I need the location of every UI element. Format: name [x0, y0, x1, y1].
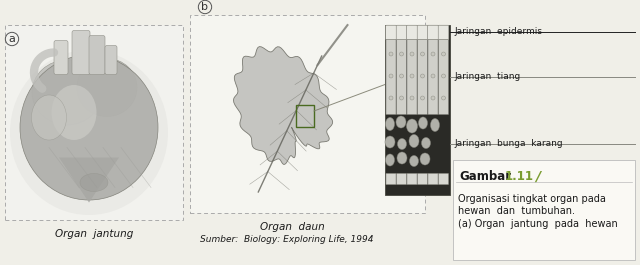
Circle shape: [431, 74, 435, 78]
Text: Jaringan  tiang: Jaringan tiang: [454, 72, 520, 81]
Text: Organ  jantung: Organ jantung: [55, 229, 133, 239]
FancyBboxPatch shape: [386, 174, 396, 184]
Polygon shape: [234, 47, 333, 164]
Circle shape: [410, 74, 414, 78]
Text: Jaringan  bunga  karang: Jaringan bunga karang: [454, 139, 563, 148]
FancyBboxPatch shape: [417, 25, 428, 40]
Circle shape: [389, 52, 393, 56]
Circle shape: [420, 74, 424, 78]
Ellipse shape: [77, 59, 137, 117]
Ellipse shape: [396, 116, 406, 128]
Circle shape: [420, 96, 424, 100]
Circle shape: [431, 96, 435, 100]
FancyBboxPatch shape: [438, 174, 449, 184]
Ellipse shape: [31, 95, 67, 140]
Bar: [385, 25, 450, 195]
Text: Jaringan  epidermis: Jaringan epidermis: [454, 28, 542, 37]
FancyBboxPatch shape: [89, 36, 105, 74]
Ellipse shape: [32, 60, 102, 125]
FancyBboxPatch shape: [417, 174, 428, 184]
Text: b: b: [202, 2, 209, 12]
Bar: [5, 25, 183, 220]
Circle shape: [389, 74, 393, 78]
Ellipse shape: [80, 174, 108, 192]
Ellipse shape: [10, 50, 168, 215]
Text: /: /: [535, 169, 540, 183]
Ellipse shape: [431, 118, 440, 131]
FancyBboxPatch shape: [407, 39, 417, 114]
Circle shape: [399, 74, 403, 78]
FancyBboxPatch shape: [407, 174, 417, 184]
Circle shape: [389, 96, 393, 100]
Text: (a) Organ  jantung  pada  hewan: (a) Organ jantung pada hewan: [458, 219, 618, 229]
Ellipse shape: [419, 117, 428, 129]
Circle shape: [442, 96, 445, 100]
FancyBboxPatch shape: [428, 39, 438, 114]
Ellipse shape: [420, 153, 430, 165]
Ellipse shape: [397, 152, 407, 164]
FancyBboxPatch shape: [386, 25, 396, 40]
Circle shape: [442, 74, 445, 78]
Ellipse shape: [410, 156, 419, 166]
Circle shape: [431, 52, 435, 56]
FancyBboxPatch shape: [386, 39, 396, 114]
Text: 1.11: 1.11: [505, 170, 534, 183]
FancyBboxPatch shape: [417, 39, 428, 114]
FancyBboxPatch shape: [397, 39, 406, 114]
Ellipse shape: [422, 138, 431, 148]
Text: a: a: [8, 34, 15, 44]
Text: Sumber:  Biology: Exploring Life, 1994: Sumber: Biology: Exploring Life, 1994: [200, 235, 374, 244]
FancyBboxPatch shape: [105, 46, 117, 74]
Ellipse shape: [385, 154, 394, 166]
FancyBboxPatch shape: [428, 25, 438, 40]
Ellipse shape: [397, 139, 406, 149]
FancyBboxPatch shape: [428, 174, 438, 184]
Circle shape: [399, 96, 403, 100]
Text: Organ  daun: Organ daun: [260, 222, 325, 232]
Text: hewan  dan  tumbuhan.: hewan dan tumbuhan.: [458, 206, 575, 216]
Text: Gambar: Gambar: [459, 170, 511, 183]
FancyBboxPatch shape: [397, 174, 406, 184]
FancyBboxPatch shape: [438, 39, 449, 114]
Ellipse shape: [406, 119, 417, 133]
FancyBboxPatch shape: [72, 30, 90, 74]
Ellipse shape: [385, 117, 394, 130]
FancyBboxPatch shape: [396, 25, 407, 40]
FancyBboxPatch shape: [54, 41, 68, 74]
Bar: [190, 15, 425, 213]
Circle shape: [410, 96, 414, 100]
Circle shape: [410, 52, 414, 56]
Ellipse shape: [51, 85, 97, 140]
Circle shape: [399, 52, 403, 56]
FancyBboxPatch shape: [438, 25, 449, 40]
Bar: [453, 160, 635, 260]
Bar: [296, 105, 314, 127]
Polygon shape: [59, 157, 119, 202]
Ellipse shape: [385, 136, 395, 148]
Ellipse shape: [409, 135, 419, 148]
Ellipse shape: [20, 55, 158, 200]
Circle shape: [442, 52, 445, 56]
Circle shape: [420, 52, 424, 56]
Text: Organisasi tingkat organ pada: Organisasi tingkat organ pada: [458, 194, 606, 204]
FancyBboxPatch shape: [406, 25, 417, 40]
